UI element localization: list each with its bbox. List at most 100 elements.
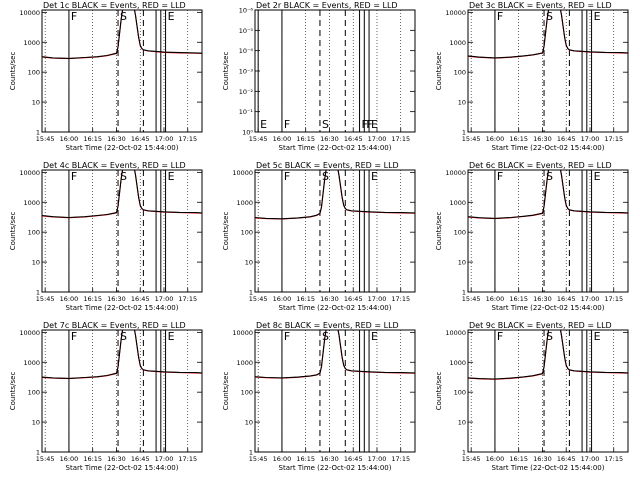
x-tick-label: 17:00: [368, 295, 387, 303]
y-tick-label: 100: [28, 69, 40, 77]
panel-6: Det 6c BLACK = Events, RED = LLD 15:45 16:…: [435, 161, 629, 312]
x-tick-label: 16:45: [557, 295, 576, 303]
y-tick-label: 10000: [19, 329, 40, 337]
marker-label: E: [594, 330, 601, 343]
marker-label: E: [594, 10, 601, 23]
x-tick-label: 16:45: [557, 135, 576, 143]
plot-frame: [467, 329, 629, 453]
y-axis-label: Counts/sec: [435, 52, 443, 91]
panel-title: Det 2r BLACK = Events, RED = LLD: [256, 1, 398, 10]
series-line-events: [468, 10, 628, 59]
data-group: [255, 330, 415, 379]
marker-label: S: [546, 330, 553, 343]
x-axis-label: Start Time (22-Oct-02 15:44:00): [279, 144, 392, 152]
series-line-events: [42, 330, 202, 379]
y-tick-label: 10⁰: [242, 129, 253, 137]
y-tick-label: 10: [458, 259, 466, 267]
plot-frame: [41, 9, 203, 133]
x-axis-label: Start Time (22-Oct-02 15:44:00): [279, 304, 392, 312]
x-tick-label: 17:00: [155, 295, 174, 303]
y-tick-label: 1000: [23, 39, 40, 47]
panel-title: Det 9c BLACK = Events, RED = LLD: [469, 321, 612, 330]
marker-label: F: [497, 170, 503, 183]
x-tick-label: 16:00: [273, 135, 292, 143]
x-tick-label: 16:30: [320, 135, 339, 143]
x-tick-label: 17:15: [604, 455, 623, 463]
x-axis-label: Start Time (22-Oct-02 15:44:00): [492, 464, 605, 472]
y-tick-label: 10000: [232, 329, 253, 337]
panel-9: Det 9c BLACK = Events, RED = LLD 15:45 16:…: [435, 321, 629, 472]
x-tick-label: 17:00: [581, 455, 600, 463]
y-tick-label: 100: [454, 69, 466, 77]
y-tick-label: 10: [245, 419, 253, 427]
x-tick-label: 17:15: [178, 135, 197, 143]
y-tick-label: 100: [241, 229, 253, 237]
data-group: [468, 170, 628, 220]
series-line-events: [42, 170, 202, 219]
panel-7: Det 7c BLACK = Events, RED = LLD 15:45 16:…: [9, 321, 203, 472]
y-tick-label: 10⁻¹: [239, 108, 254, 116]
y-tick-label: 10⁻⁶: [239, 7, 254, 15]
y-tick-label: 100: [241, 389, 253, 397]
x-tick-label: 16:15: [296, 455, 315, 463]
panel-title: Det 4c BLACK = Events, RED = LLD: [43, 161, 186, 170]
plot-frame: [467, 9, 629, 133]
x-axis-label: Start Time (22-Oct-02 15:44:00): [492, 304, 605, 312]
panel-1: Det 1c BLACK = Events, RED = LLD 15:45 16:…: [9, 1, 203, 152]
x-tick-label: 16:30: [107, 295, 126, 303]
x-axis-label: Start Time (22-Oct-02 15:44:00): [66, 464, 179, 472]
y-tick-label: 10000: [232, 169, 253, 177]
panel-title: Det 6c BLACK = Events, RED = LLD: [469, 161, 612, 170]
x-axis-label: Start Time (22-Oct-02 15:44:00): [492, 144, 605, 152]
x-tick-label: 16:15: [509, 295, 528, 303]
series-line-events: [255, 330, 415, 379]
panel-3: Det 3c BLACK = Events, RED = LLD 15:45 16:…: [435, 1, 629, 152]
x-tick-label: 16:00: [273, 295, 292, 303]
marker-label: S: [120, 170, 127, 183]
y-tick-label: 100: [454, 389, 466, 397]
x-tick-label: 16:45: [131, 135, 150, 143]
x-tick-label: 15:45: [462, 455, 481, 463]
x-tick-label: 16:15: [509, 135, 528, 143]
x-tick-label: 16:45: [344, 135, 363, 143]
x-tick-label: 15:45: [249, 295, 268, 303]
marker-label: E: [371, 330, 378, 343]
x-tick-label: 16:45: [557, 455, 576, 463]
y-tick-label: 1000: [449, 199, 466, 207]
x-tick-label: 17:15: [178, 295, 197, 303]
x-tick-label: 15:45: [249, 135, 268, 143]
y-tick-label: 1000: [23, 359, 40, 367]
panel-title: Det 8c BLACK = Events, RED = LLD: [256, 321, 399, 330]
panel-8: Det 8c BLACK = Events, RED = LLD 15:45 16:…: [222, 321, 416, 472]
x-tick-label: 16:45: [344, 295, 363, 303]
data-group: [468, 10, 628, 59]
marker-label: F: [284, 170, 290, 183]
x-tick-label: 16:30: [533, 455, 552, 463]
plot-frame: [254, 169, 416, 293]
y-tick-label: 100: [28, 229, 40, 237]
x-tick-label: 16:30: [320, 455, 339, 463]
y-axis-label: Counts/sec: [222, 52, 230, 91]
marker-label: E: [371, 118, 378, 131]
marker-label: E: [371, 170, 378, 183]
y-tick-label: 1: [249, 449, 253, 457]
x-tick-label: 16:45: [131, 295, 150, 303]
data-group: [255, 170, 415, 220]
x-tick-label: 16:30: [107, 455, 126, 463]
y-tick-label: 1: [462, 129, 466, 137]
y-axis-label: Counts/sec: [435, 212, 443, 251]
y-tick-label: 10: [32, 259, 40, 267]
marker-label: S: [546, 170, 553, 183]
x-axis-label: Start Time (22-Oct-02 15:44:00): [66, 144, 179, 152]
plot-frame: [41, 329, 203, 453]
y-tick-label: 1000: [449, 39, 466, 47]
x-tick-label: 16:00: [486, 295, 505, 303]
x-tick-label: 16:00: [60, 295, 79, 303]
y-tick-label: 10⁻⁵: [239, 27, 254, 35]
x-tick-label: 15:45: [462, 295, 481, 303]
x-tick-label: 16:45: [344, 455, 363, 463]
x-tick-label: 16:00: [60, 135, 79, 143]
panel-2: Det 2r BLACK = Events, RED = LLD 15:45 16:…: [222, 1, 416, 152]
x-tick-label: 16:30: [533, 295, 552, 303]
